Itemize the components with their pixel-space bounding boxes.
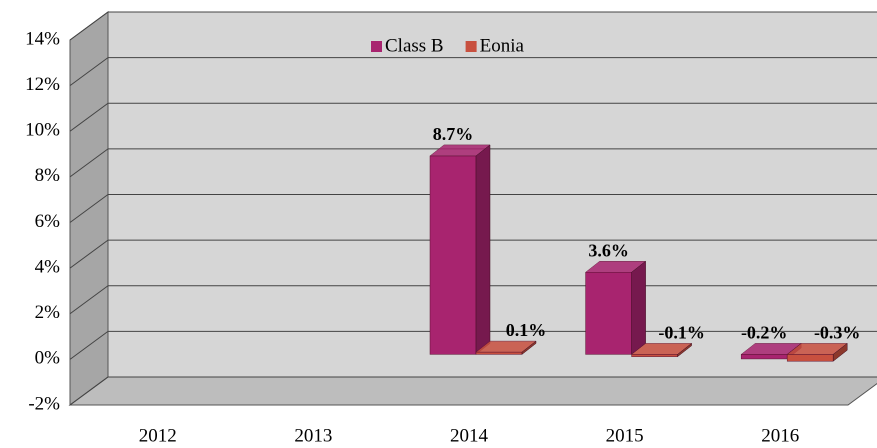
floor (68, 376, 877, 406)
x-tick-label: 2014 (450, 425, 489, 446)
data-label: 0.1% (506, 320, 547, 340)
y-tick-label: 4% (35, 256, 61, 277)
y-tick-label: 10% (25, 120, 60, 141)
grid-line (69, 285, 109, 315)
bar-side (631, 260, 646, 355)
bar-front (786, 354, 834, 362)
data-label: 3.6% (588, 240, 629, 260)
bar-side (521, 340, 537, 355)
y-tick-label: 14% (25, 28, 60, 49)
data-label: -0.3% (814, 323, 861, 343)
grid-line (69, 57, 109, 87)
y-tick-label: -2% (28, 393, 60, 414)
grid-line (69, 148, 109, 178)
bar-side (677, 342, 692, 358)
x-tick-label: 2012 (139, 425, 177, 446)
grid-line (69, 102, 109, 132)
bar-front (740, 354, 788, 360)
x-tick-label: 2013 (294, 425, 332, 446)
grid-line (69, 11, 109, 41)
y-tick-label: 6% (35, 211, 61, 232)
y-tick-label: 12% (25, 74, 60, 95)
grid-line (69, 239, 109, 269)
y-tick-label: 8% (35, 165, 61, 186)
bar-side (475, 144, 491, 355)
grid-line (69, 194, 109, 223)
bar-front (631, 354, 678, 357)
data-label: -0.2% (741, 323, 788, 343)
data-label: -0.1% (658, 323, 705, 343)
bar-front (475, 351, 523, 355)
bar-front (429, 155, 477, 355)
x-tick-label: 2016 (761, 425, 799, 446)
legend-swatch (465, 41, 477, 52)
legend-label: Class B (385, 35, 444, 56)
grid-line (69, 330, 109, 360)
bar-side (832, 342, 848, 362)
y-tick-label: 0% (35, 348, 61, 369)
y-tick-label: 2% (35, 302, 61, 323)
bar-front (585, 272, 632, 355)
grid-line (69, 376, 109, 406)
data-label: 8.7% (433, 124, 474, 144)
legend-swatch (371, 41, 382, 52)
x-tick-label: 2015 (606, 425, 644, 446)
legend-label: Eonia (480, 35, 525, 56)
